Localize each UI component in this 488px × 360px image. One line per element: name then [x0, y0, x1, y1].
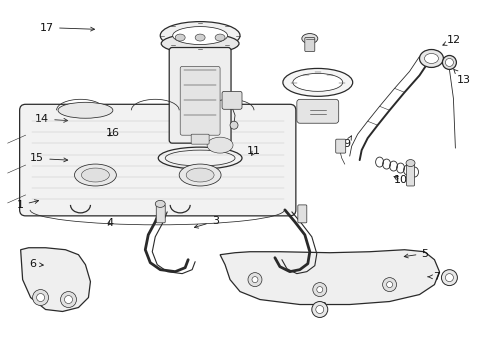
- Ellipse shape: [207, 137, 233, 153]
- Text: 14: 14: [35, 114, 67, 124]
- Ellipse shape: [419, 50, 443, 67]
- Ellipse shape: [58, 102, 113, 118]
- Ellipse shape: [292, 73, 342, 91]
- FancyBboxPatch shape: [222, 91, 242, 109]
- Ellipse shape: [161, 33, 239, 54]
- Circle shape: [441, 270, 456, 285]
- Ellipse shape: [442, 55, 455, 69]
- FancyBboxPatch shape: [20, 104, 295, 216]
- Circle shape: [64, 296, 72, 303]
- Circle shape: [251, 276, 258, 283]
- Ellipse shape: [301, 33, 317, 44]
- FancyBboxPatch shape: [156, 205, 165, 223]
- Text: 4: 4: [106, 218, 114, 228]
- Text: 10: 10: [393, 175, 407, 185]
- Ellipse shape: [172, 27, 227, 45]
- Polygon shape: [20, 248, 90, 311]
- Ellipse shape: [215, 34, 224, 41]
- Text: 19: 19: [169, 46, 188, 56]
- Circle shape: [229, 121, 238, 129]
- Text: 2: 2: [177, 100, 194, 110]
- Circle shape: [386, 282, 392, 288]
- Text: 15: 15: [30, 153, 67, 163]
- FancyBboxPatch shape: [335, 139, 345, 153]
- Ellipse shape: [179, 164, 221, 186]
- Text: 11: 11: [247, 146, 261, 156]
- Circle shape: [33, 289, 48, 306]
- Ellipse shape: [405, 159, 414, 167]
- Circle shape: [316, 287, 322, 293]
- Circle shape: [312, 283, 326, 297]
- Circle shape: [311, 302, 327, 318]
- Text: 3: 3: [194, 216, 218, 228]
- FancyBboxPatch shape: [406, 164, 414, 186]
- Ellipse shape: [74, 164, 116, 186]
- Ellipse shape: [424, 54, 438, 63]
- Text: 16: 16: [105, 129, 120, 138]
- Ellipse shape: [283, 68, 352, 96]
- FancyBboxPatch shape: [296, 99, 338, 123]
- Circle shape: [247, 273, 262, 287]
- Polygon shape: [220, 250, 439, 305]
- FancyBboxPatch shape: [304, 37, 314, 51]
- Circle shape: [445, 274, 452, 282]
- Ellipse shape: [195, 34, 204, 41]
- Text: 8: 8: [313, 302, 325, 312]
- FancyBboxPatch shape: [180, 67, 220, 135]
- Text: 1: 1: [17, 200, 39, 210]
- Ellipse shape: [186, 168, 214, 182]
- FancyBboxPatch shape: [169, 48, 230, 143]
- Text: 7: 7: [427, 272, 440, 282]
- Ellipse shape: [81, 168, 109, 182]
- Text: 9: 9: [343, 136, 351, 149]
- Text: 6: 6: [29, 259, 43, 269]
- Ellipse shape: [175, 34, 185, 41]
- Text: 5: 5: [404, 248, 427, 258]
- Ellipse shape: [445, 58, 452, 67]
- Circle shape: [315, 306, 323, 314]
- Circle shape: [382, 278, 396, 292]
- Ellipse shape: [155, 201, 165, 207]
- Text: 12: 12: [442, 35, 460, 45]
- FancyBboxPatch shape: [191, 134, 209, 144]
- FancyBboxPatch shape: [297, 205, 306, 223]
- Ellipse shape: [160, 22, 240, 50]
- Text: 18: 18: [177, 76, 195, 86]
- Text: 13: 13: [453, 69, 470, 85]
- Text: 17: 17: [40, 23, 94, 33]
- Circle shape: [37, 293, 44, 302]
- Circle shape: [61, 292, 76, 307]
